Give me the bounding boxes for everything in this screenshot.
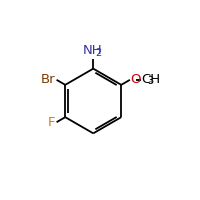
Text: NH: NH (83, 44, 102, 57)
Text: 3: 3 (147, 76, 153, 86)
Text: CH: CH (141, 73, 161, 86)
Text: O: O (130, 73, 141, 86)
Text: 2: 2 (95, 48, 101, 58)
Text: F: F (48, 116, 55, 129)
Text: Br: Br (40, 73, 55, 86)
